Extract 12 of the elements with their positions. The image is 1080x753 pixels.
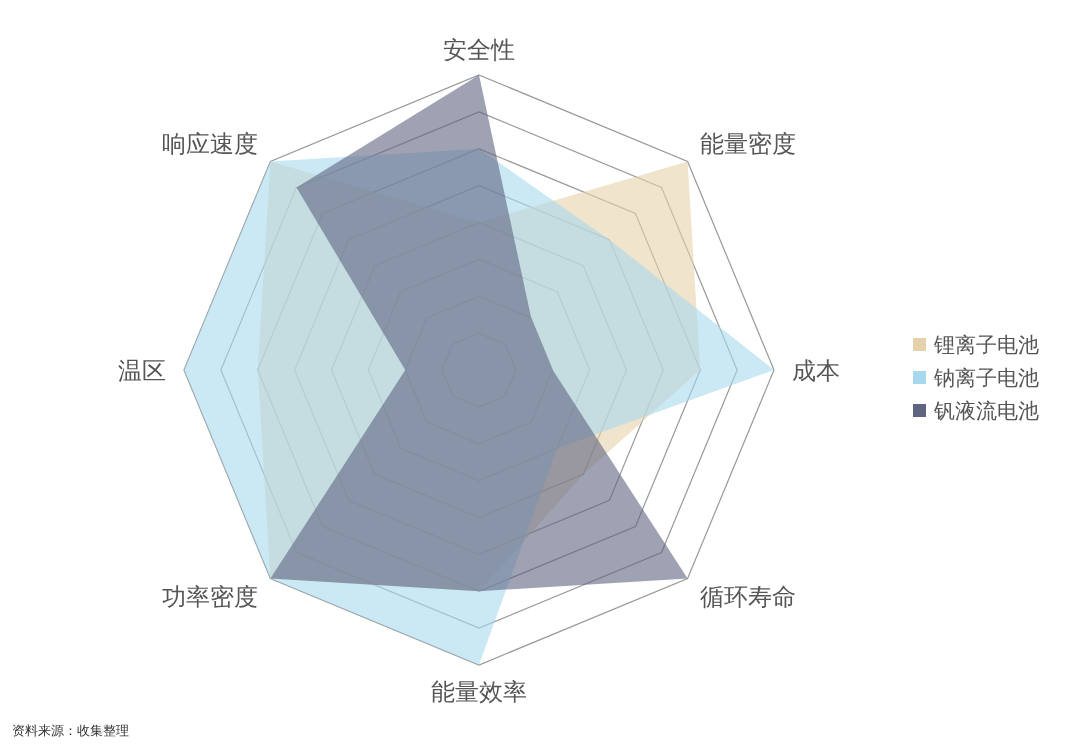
spoke-label: 循环寿命 <box>700 583 797 611</box>
spoke-label: 响应速度 <box>161 129 258 157</box>
spoke-label: 功率密度 <box>161 583 258 611</box>
spoke-label: 能量效率 <box>431 677 527 705</box>
spoke-label: 成本 <box>792 356 840 384</box>
text: 资料来源：收集整理 <box>12 722 129 740</box>
legend-label: 钠离子电池 <box>934 365 1039 391</box>
spoke-label: 安全性 <box>443 35 515 63</box>
legend-label: 钒液流电池 <box>934 398 1039 424</box>
spoke-label: 温区 <box>118 356 166 384</box>
legend-label: 锂离子电池 <box>934 332 1039 358</box>
spoke-label: 能量密度 <box>700 129 797 157</box>
